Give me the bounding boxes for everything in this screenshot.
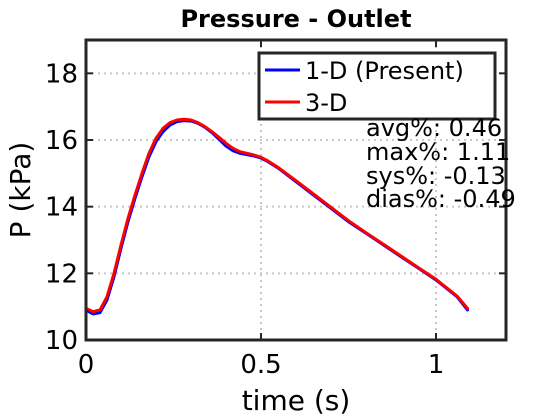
x-tick-label: 0 bbox=[78, 350, 95, 380]
ticks: 0 0.5 1 10 12 14 16 18 bbox=[45, 40, 506, 380]
y-axis-label: P (kPa) bbox=[4, 142, 37, 239]
x-axis-label: time (s) bbox=[242, 384, 351, 417]
annotation-sys: sys%: -0.13 bbox=[366, 162, 506, 190]
legend-label-2: 3-D bbox=[305, 89, 347, 117]
annotation-avg: avg%: 0.46 bbox=[366, 114, 502, 142]
chart-title: Pressure - Outlet bbox=[180, 5, 411, 33]
y-tick-label: 14 bbox=[45, 193, 78, 223]
x-tick-label: 1 bbox=[428, 350, 445, 380]
annotations: avg%: 0.46 max%: 1.11 sys%: -0.13 dias%:… bbox=[366, 114, 516, 213]
y-tick-label: 18 bbox=[45, 59, 78, 89]
legend: 1-D (Present) 3-D bbox=[257, 51, 497, 121]
series-layer bbox=[84, 117, 469, 316]
legend-label-1: 1-D (Present) bbox=[305, 57, 464, 85]
y-tick-label: 12 bbox=[45, 259, 78, 289]
y-tick-label: 16 bbox=[45, 126, 78, 156]
x-tick-label: 0.5 bbox=[240, 350, 281, 380]
y-tick-label: 10 bbox=[45, 326, 78, 356]
legend-box bbox=[257, 51, 497, 121]
annotation-dias: dias%: -0.49 bbox=[366, 185, 516, 213]
annotation-max: max%: 1.11 bbox=[366, 138, 510, 166]
plot-frame bbox=[84, 38, 508, 342]
series-line-2 bbox=[84, 117, 469, 314]
